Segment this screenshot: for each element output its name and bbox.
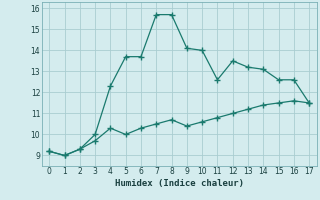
X-axis label: Humidex (Indice chaleur): Humidex (Indice chaleur) bbox=[115, 179, 244, 188]
